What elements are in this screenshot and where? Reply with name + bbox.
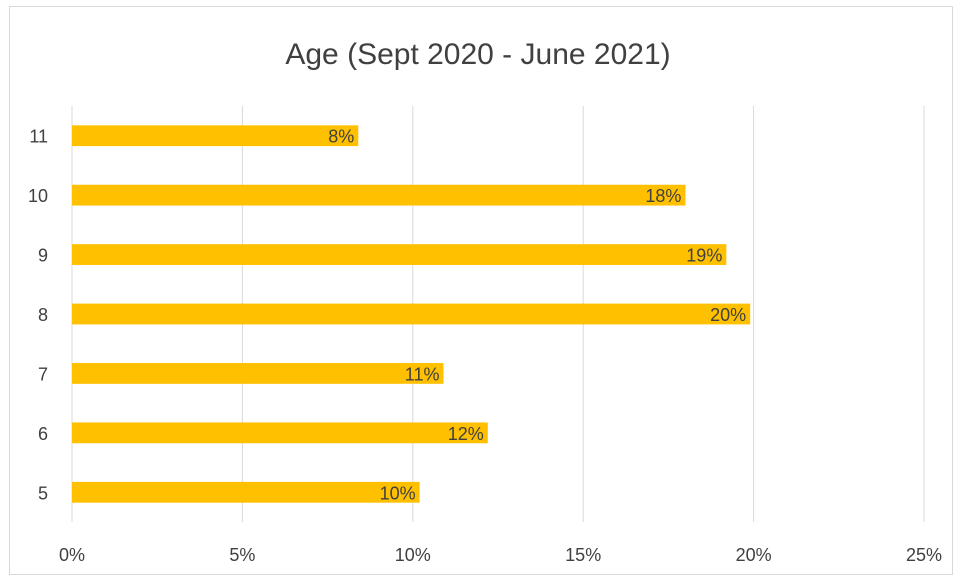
y-tick-label: 5 [38,483,48,503]
bar [72,244,727,265]
x-tick-label: 10% [395,545,431,565]
data-label: 19% [686,246,722,266]
data-label: 8% [328,127,354,147]
data-label: 20% [710,305,746,325]
bar [72,303,751,325]
x-tick-label: 20% [736,545,772,565]
y-tick-label: 7 [38,364,48,384]
y-tick-label: 11 [29,127,48,147]
y-tick-label: 10 [28,186,48,206]
x-tick-label: 15% [565,545,601,565]
x-tick-label: 5% [229,545,255,565]
chart-title: Age (Sept 2020 - June 2021) [285,38,671,71]
y-tick-label: 6 [38,424,48,444]
data-label: 18% [645,186,681,206]
x-tick-label: 25% [906,545,942,565]
chart-frame [9,6,953,575]
bar [72,363,444,384]
data-label: 11% [405,364,440,384]
bar [72,422,488,444]
data-label: 10% [380,483,416,503]
y-tick-label: 8 [38,305,48,325]
bar [72,184,686,206]
bar [72,125,359,147]
x-tick-label: 0% [59,545,85,565]
bar [72,481,420,503]
y-tick-label: 9 [38,246,48,266]
data-label: 12% [448,424,484,444]
